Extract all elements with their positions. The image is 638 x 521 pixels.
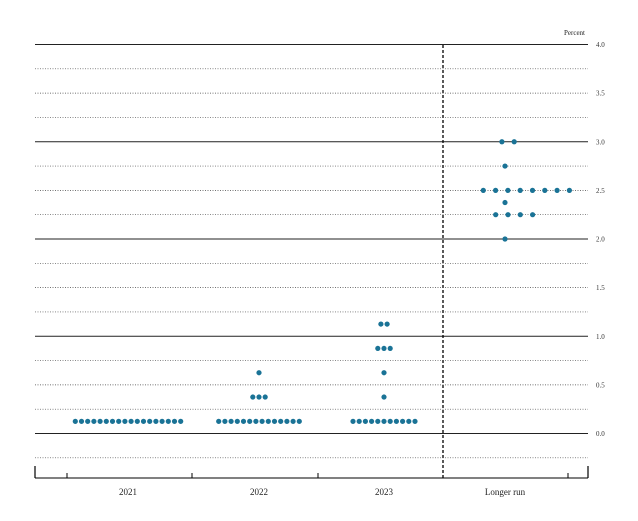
- unit-label: Percent: [564, 29, 585, 37]
- data-point: [153, 418, 159, 424]
- data-point: [228, 418, 234, 424]
- data-point: [375, 418, 381, 424]
- data-point: [505, 187, 511, 193]
- data-point: [271, 418, 278, 424]
- data-point: [250, 394, 256, 400]
- data-point: [511, 139, 517, 145]
- y-tick-label: 1.5: [596, 284, 605, 292]
- data-point: [216, 418, 222, 424]
- data-point: [381, 418, 387, 424]
- data-point: [290, 418, 296, 424]
- data-point: [369, 418, 375, 424]
- data-point: [400, 418, 406, 424]
- y-tick-label: 4.0: [596, 41, 605, 49]
- data-point: [78, 418, 85, 424]
- data-point: [103, 418, 109, 424]
- data-point: [259, 418, 265, 424]
- data-point: [262, 394, 268, 400]
- x-category-label: 2022: [250, 487, 268, 497]
- data-point: [480, 187, 486, 193]
- grid-lines: [35, 44, 588, 459]
- y-tick-label: 3.5: [596, 90, 605, 98]
- y-tick-label: 0.5: [596, 381, 605, 389]
- data-point: [493, 187, 499, 193]
- x-category-label: Longer run: [485, 487, 526, 497]
- data-point: [278, 418, 284, 424]
- y-tick-label: 2.5: [596, 187, 605, 195]
- data-point: [502, 199, 508, 206]
- data-point: [362, 418, 368, 424]
- data-point: [265, 418, 271, 424]
- x-category-label: 2023: [375, 487, 394, 497]
- data-point: [171, 418, 178, 424]
- data-point: [140, 418, 147, 424]
- data-point: [256, 370, 262, 376]
- data-point: [375, 345, 381, 352]
- data-point: [566, 187, 573, 193]
- labels: Percent 0.0 0.5 1.0 1.5 2.0 2.5 3.0 3.5 4.0 2021 2…: [119, 29, 605, 497]
- data-point: [381, 345, 387, 352]
- data-point: [296, 418, 302, 424]
- data-point: [178, 418, 184, 424]
- data-point: [517, 212, 523, 218]
- data-point: [384, 321, 390, 327]
- data-point: [72, 418, 78, 424]
- data-point: [356, 418, 362, 424]
- data-point: [517, 187, 523, 193]
- data-point: [499, 139, 505, 145]
- y-tick-label: 2.0: [596, 236, 605, 244]
- data-point: [387, 418, 393, 424]
- data-point: [502, 163, 508, 169]
- data-point: [247, 418, 253, 424]
- data-point: [91, 418, 97, 424]
- data-point: [240, 418, 247, 424]
- data-point: [381, 394, 387, 400]
- data-point: [128, 418, 134, 424]
- data-point: [393, 418, 399, 424]
- data-point: [378, 321, 384, 327]
- data-point: [284, 418, 290, 424]
- data-point: [381, 370, 387, 376]
- data-point: [406, 418, 412, 424]
- data-point: [387, 345, 393, 352]
- data-point: [159, 418, 165, 424]
- data-point: [529, 187, 536, 193]
- data-point: [122, 418, 128, 424]
- x-category-label: 2021: [119, 487, 137, 497]
- data-point: [165, 418, 171, 424]
- data-point: [222, 418, 228, 424]
- data-point: [234, 418, 240, 424]
- data-point: [350, 418, 356, 424]
- data-point: [493, 212, 499, 218]
- data-point: [530, 212, 536, 218]
- data-point: [116, 418, 122, 424]
- data-point: [505, 212, 511, 218]
- y-tick-label: 3.0: [596, 138, 605, 146]
- y-tick-label: 0.0: [596, 430, 605, 438]
- data-point: [502, 236, 508, 242]
- dots: [72, 139, 573, 424]
- data-point: [85, 418, 91, 424]
- y-tick-label: 1.0: [596, 333, 605, 341]
- axes: [34, 45, 589, 479]
- data-point: [542, 187, 548, 193]
- data-point: [134, 418, 140, 424]
- data-point: [256, 394, 262, 400]
- data-point: [253, 418, 259, 424]
- data-point: [97, 418, 103, 424]
- data-point: [147, 418, 153, 424]
- data-point: [109, 418, 116, 424]
- data-point: [554, 187, 560, 193]
- data-point: [412, 418, 418, 424]
